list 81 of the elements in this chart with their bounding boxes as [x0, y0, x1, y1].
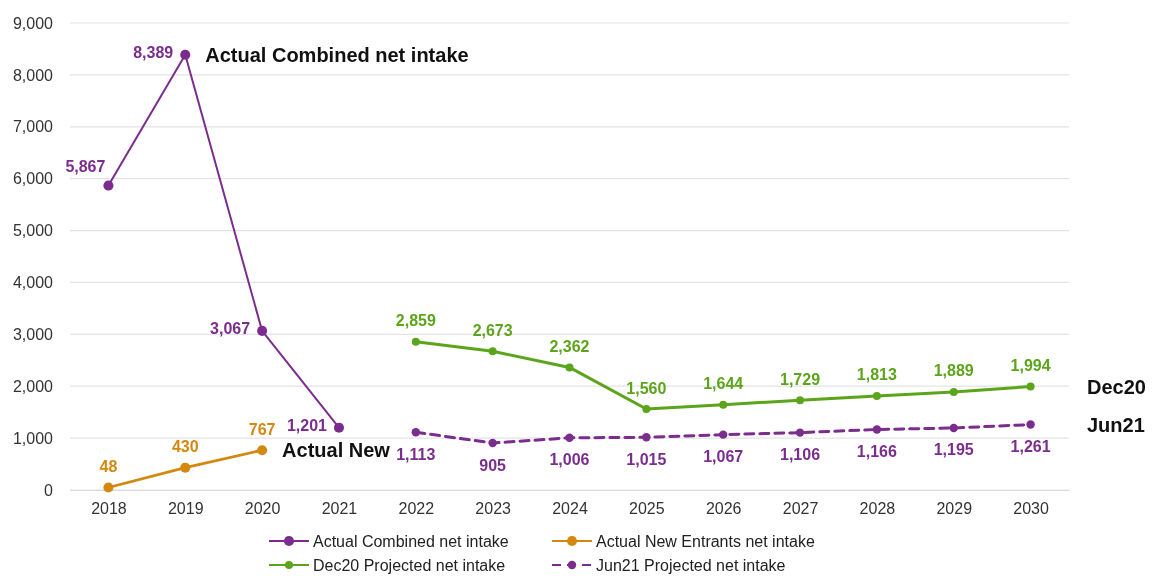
data-label: 1,195: [933, 441, 974, 459]
x-tick-label: 2026: [705, 500, 742, 518]
annotation: Jun21: [1087, 413, 1145, 436]
point: [411, 428, 421, 437]
data-label: 767: [248, 420, 276, 438]
point: [796, 396, 805, 405]
point: [103, 180, 114, 191]
x-tick-label: 2030: [1013, 500, 1049, 518]
data-label: 1,166: [856, 443, 897, 460]
point: [718, 430, 728, 439]
data-label: 48: [99, 458, 118, 476]
legend-label: Dec20 Projected net intake: [313, 556, 506, 574]
data-label: 1,813: [856, 366, 897, 384]
legend-label: Jun21 Projected net intake: [596, 556, 786, 574]
data-label: 905: [479, 456, 507, 474]
x-tick-label: 2018: [91, 500, 127, 518]
point: [795, 428, 805, 437]
point: [719, 400, 728, 409]
x-tick-label: 2021: [321, 500, 358, 518]
data-label: 1,889: [933, 362, 974, 380]
y-tick-label: 4,000: [12, 274, 54, 292]
x-tick-label: 2025: [629, 500, 665, 518]
legend-label: Actual Combined net intake: [313, 532, 509, 550]
point: [565, 433, 574, 443]
point: [642, 405, 651, 414]
y-tick-label: 1,000: [12, 429, 54, 447]
x-tick-label: 2019: [167, 500, 204, 518]
data-label: 2,673: [472, 321, 513, 339]
x-tick-label: 2024: [552, 500, 588, 518]
point: [488, 347, 497, 356]
point: [642, 433, 651, 442]
data-label: 2,859: [395, 312, 436, 330]
y-tick-label: 5,000: [12, 222, 54, 240]
data-label: 8,389: [133, 44, 174, 62]
point: [872, 425, 882, 434]
x-tick-label: 2029: [936, 500, 973, 518]
data-label: 1,729: [780, 370, 821, 388]
point: [949, 423, 958, 433]
x-tick-label: 2027: [782, 500, 819, 518]
y-tick-label: 3,000: [12, 325, 54, 343]
point: [257, 445, 268, 456]
data-label: 1,006: [549, 451, 590, 469]
y-tick-label: 9,000: [12, 14, 54, 32]
annotation: Actual Combined net intake: [205, 43, 469, 66]
data-label: 1,261: [1010, 438, 1051, 456]
x-tick-label: 2023: [475, 500, 512, 518]
point: [488, 438, 497, 448]
y-tick-label: 8,000: [12, 66, 54, 84]
data-label: 1,106: [780, 446, 821, 464]
data-label: 2,362: [549, 337, 590, 355]
legend-label: Actual New Entrants net intake: [596, 532, 815, 550]
y-tick-label: 7,000: [12, 118, 54, 136]
point: [180, 462, 191, 473]
y-tick-label: 6,000: [12, 170, 54, 188]
point: [1026, 420, 1035, 429]
point: [949, 388, 958, 396]
x-tick-label: 2022: [398, 500, 435, 518]
point: [257, 325, 268, 336]
x-tick-label: 2020: [244, 500, 281, 518]
data-label: 1,560: [626, 379, 667, 397]
point: [411, 337, 420, 346]
data-label: 1,113: [396, 445, 436, 463]
data-label: 5,867: [65, 158, 106, 176]
x-tick-label: 2028: [859, 500, 896, 518]
data-label: 1,644: [703, 375, 744, 393]
data-label: 1,015: [626, 450, 667, 468]
data-label: 1,994: [1010, 357, 1051, 375]
y-tick-label: 2,000: [12, 377, 54, 395]
point: [1026, 382, 1035, 391]
point: [103, 482, 114, 493]
annotation: Dec20: [1087, 375, 1146, 398]
data-label: 430: [171, 438, 199, 456]
point: [565, 363, 574, 372]
data-label: 3,067: [210, 320, 251, 338]
point: [872, 391, 881, 400]
annotation: Actual New: [282, 439, 391, 462]
point: [180, 49, 191, 60]
point: [333, 422, 345, 433]
y-tick-label: 0: [44, 481, 54, 499]
data-label: 1,201: [286, 417, 328, 435]
data-label: 1,067: [703, 448, 744, 466]
